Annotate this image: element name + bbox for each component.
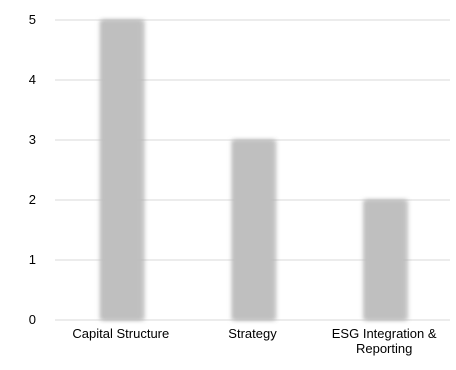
x-tick-label-line: Capital Structure xyxy=(72,326,169,341)
y-tick-label: 0 xyxy=(29,312,36,327)
x-tick-label: Capital Structure xyxy=(72,326,169,341)
y-axis-ticks: 0 1 2 3 4 5 xyxy=(29,12,36,327)
x-tick-label: Strategy xyxy=(228,326,277,341)
bar xyxy=(231,140,274,320)
x-axis-labels: Capital Structure Strategy ESG Integration… xyxy=(72,326,436,356)
x-tick-label-line: ESG Integration & xyxy=(332,326,437,341)
x-tick-label-line: Strategy xyxy=(228,326,277,341)
x-tick-label: ESG Integration & Reporting xyxy=(332,326,437,356)
bar xyxy=(99,20,142,320)
bars xyxy=(99,20,409,320)
y-tick-label: 1 xyxy=(29,252,36,267)
y-tick-label: 4 xyxy=(29,72,36,87)
y-tick-label: 5 xyxy=(29,12,36,27)
y-tick-label: 2 xyxy=(29,192,36,207)
y-tick-label: 3 xyxy=(29,132,36,147)
bar xyxy=(363,200,406,320)
x-tick-label-line: Reporting xyxy=(356,341,412,356)
